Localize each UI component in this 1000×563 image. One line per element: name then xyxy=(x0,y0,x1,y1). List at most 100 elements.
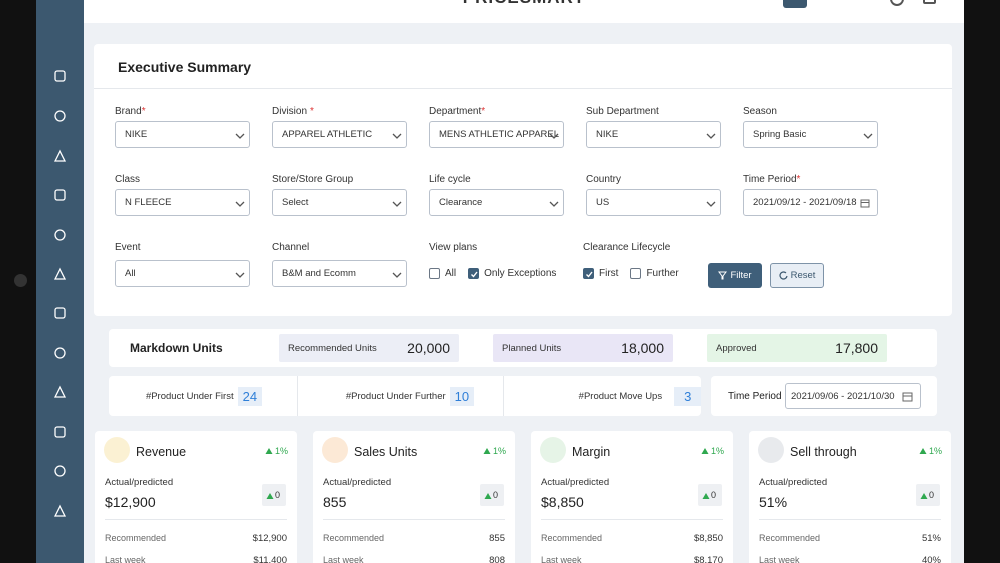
row-label: Last week xyxy=(541,555,582,563)
input-value: Spring Basic xyxy=(753,129,807,140)
select-input[interactable]: Clearance xyxy=(429,189,564,216)
markdown-label: Recommended Units xyxy=(288,343,377,354)
date-input[interactable]: 2021/09/12 - 2021/09/18 xyxy=(743,189,878,216)
top-bar: PRICESMART xyxy=(84,0,964,23)
kpi-change: 1% xyxy=(929,446,943,456)
button-icon xyxy=(718,271,728,280)
chevron xyxy=(549,133,559,139)
required-mark: * xyxy=(310,106,314,117)
chevron xyxy=(392,133,402,139)
nav-icon xyxy=(54,347,66,359)
kpi-value: $8,850 xyxy=(541,494,584,510)
delta-value: 0 xyxy=(275,490,281,500)
product-stat: #Product Move Ups 3 xyxy=(545,376,735,416)
field-label-text: Sub Department xyxy=(586,106,659,117)
row-label: Recommended xyxy=(323,533,385,543)
field-label: Division * xyxy=(272,106,314,117)
row-value: $8,170 xyxy=(693,555,723,563)
select-input[interactable]: Select xyxy=(272,189,407,216)
field-label: Class xyxy=(115,174,140,185)
row-value: 51% xyxy=(921,533,941,544)
kpi-value: 51% xyxy=(759,494,788,510)
chevron xyxy=(235,201,245,207)
notification-icon[interactable] xyxy=(923,0,936,4)
kpi-title: Sell through xyxy=(790,445,857,459)
divider xyxy=(297,376,298,416)
input-value: NIKE xyxy=(596,129,619,140)
select-input[interactable]: NIKE xyxy=(115,121,250,148)
markdown-item: Recommended Units 20,000 xyxy=(279,334,459,362)
actual-label: Actual/predicted xyxy=(323,477,392,488)
button-icon xyxy=(779,271,788,280)
input-value: APPAREL ATHLETIC xyxy=(282,129,373,140)
field-label: Sub Department xyxy=(586,106,659,117)
chevron xyxy=(706,133,716,139)
product-value: 24 xyxy=(237,386,263,406)
field-label: View plans xyxy=(429,242,477,253)
nav-icon xyxy=(53,385,67,398)
nav-icon xyxy=(53,149,67,162)
input-value: NIKE xyxy=(125,129,148,140)
kpi-title: Sales Units xyxy=(354,445,418,459)
nav-icon xyxy=(54,465,66,477)
required-mark: * xyxy=(481,106,486,117)
reset-button[interactable]: Reset xyxy=(770,263,824,288)
field-label-text: Country xyxy=(586,174,622,185)
checkbox[interactable] xyxy=(468,268,480,279)
select-input[interactable]: All xyxy=(115,260,250,287)
field-label: Life cycle xyxy=(429,174,471,185)
checkbox-label: Only Exceptions xyxy=(484,268,557,279)
chevron xyxy=(549,201,559,207)
filter-button[interactable]: Filter xyxy=(708,263,762,288)
button-text: Filter xyxy=(730,270,752,281)
nav-icon xyxy=(53,504,67,517)
select-input[interactable]: APPAREL ATHLETIC xyxy=(272,121,407,148)
chevron xyxy=(863,133,873,139)
kpi-icon xyxy=(540,437,566,463)
up-arrow xyxy=(265,448,273,454)
checkbox[interactable] xyxy=(630,268,642,279)
up-arrow xyxy=(266,493,274,499)
delta-value: 0 xyxy=(929,490,935,500)
field-label-text: Event xyxy=(115,242,141,253)
select-input[interactable]: MENS ATHLETIC APPAREL xyxy=(429,121,564,148)
divider xyxy=(503,376,504,416)
product-label: #Product Under First xyxy=(145,390,234,402)
row-value: 40% xyxy=(921,555,941,563)
markdown-item: Planned Units 18,000 xyxy=(493,334,673,362)
checkbox[interactable] xyxy=(583,268,594,279)
product-label: #Product Move Ups xyxy=(578,390,663,402)
kpi-title: Revenue xyxy=(136,445,187,459)
select-input[interactable]: NIKE xyxy=(586,121,721,148)
row-label: Last week xyxy=(759,555,800,563)
select-input[interactable]: B&M and Ecomm xyxy=(272,260,407,287)
check-mark xyxy=(471,271,478,278)
summary-title: Executive Summary xyxy=(118,59,252,75)
actual-label: Actual/predicted xyxy=(759,477,828,488)
kpi-card: Margin 1% Actual/predicted $8,850 0 Recommend… xyxy=(531,431,733,563)
divider xyxy=(105,519,287,520)
select-input[interactable]: US xyxy=(586,189,721,216)
button-text: Reset xyxy=(790,270,816,281)
divider xyxy=(94,88,952,89)
actual-label: Actual/predicted xyxy=(105,477,174,488)
delta-box: 0 xyxy=(262,484,286,506)
product-stat: #Product Under First 24 xyxy=(109,376,299,416)
markdown-label: Approved xyxy=(716,343,757,354)
select-input[interactable]: N FLEECE xyxy=(115,189,250,216)
calendar-icon xyxy=(902,392,913,402)
input-value: 2021/09/12 - 2021/09/18 xyxy=(753,197,857,208)
field-label: Country xyxy=(586,174,621,185)
time-period-input[interactable]: 2021/09/06 - 2021/10/30 xyxy=(785,383,921,409)
settings-icon[interactable] xyxy=(890,0,904,6)
delta-box: 0 xyxy=(698,484,722,506)
product-stat: #Product Under Further 10 xyxy=(315,376,505,416)
markdown-item: Approved 17,800 xyxy=(707,334,887,362)
input-value: B&M and Ecomm xyxy=(282,268,356,279)
checkbox[interactable] xyxy=(429,268,440,279)
select-input[interactable]: Spring Basic xyxy=(743,121,878,148)
field-label: Time Period* xyxy=(743,174,800,185)
avatar[interactable] xyxy=(783,0,807,8)
bezel-right xyxy=(964,0,1000,563)
